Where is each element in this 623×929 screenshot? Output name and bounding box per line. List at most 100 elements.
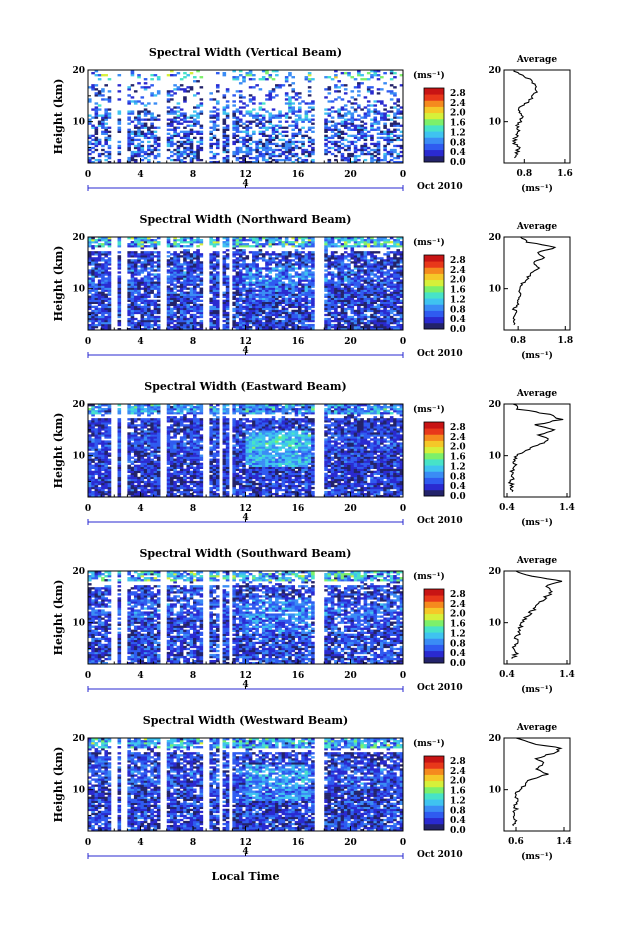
heatmap-cell (117, 277, 122, 280)
heatmap-cell (196, 154, 200, 158)
heatmap-cell (137, 76, 141, 79)
heatmap-cell (291, 263, 296, 266)
heatmap-cell (311, 239, 315, 242)
heatmap-cell (373, 259, 378, 262)
heatmap-cell (278, 120, 282, 123)
heatmap-cell (235, 122, 240, 125)
heatmap-cell (235, 291, 240, 294)
heatmap-cell (117, 285, 122, 288)
heatmap-cell (222, 259, 227, 262)
heatmap-cell (294, 281, 299, 284)
heatmap-cell (298, 110, 302, 113)
heatmap-cell (288, 311, 292, 315)
heatmap-cell (88, 241, 92, 244)
heatmap-cell (301, 299, 305, 302)
heatmap-cell (278, 116, 282, 119)
heatmap-cell (334, 140, 338, 144)
heatmap-cell (288, 116, 292, 119)
heatmap-cell (186, 136, 191, 140)
heatmap-cell (334, 132, 338, 135)
heatmap-cell (248, 70, 253, 73)
heatmap-cell (334, 124, 338, 127)
heatmap-cell (199, 289, 204, 292)
heatmap-cell (238, 70, 243, 73)
heatmap-cell (281, 142, 286, 146)
heatmap-cell (179, 283, 184, 286)
heatmap-cell (252, 132, 256, 135)
heatmap-cell (232, 136, 236, 140)
heatmap-cell (291, 110, 296, 113)
heatmap-cell (327, 259, 332, 262)
heatmap-cell (173, 112, 177, 115)
heatmap-cell (330, 100, 335, 103)
heatmap-cell (242, 96, 246, 99)
heatmap-cell (88, 464, 92, 467)
heatmap-cell (150, 273, 154, 276)
heatmap-cell (307, 293, 312, 296)
heatmap-cell (91, 480, 95, 484)
heatmap-cell (104, 74, 108, 77)
heatmap-cell (170, 128, 174, 131)
heatmap-cell (324, 126, 328, 129)
heatmap-cell (380, 243, 384, 246)
heatmap-cell (179, 287, 184, 290)
heatmap-cell (222, 241, 227, 244)
heatmap-cell (383, 267, 387, 270)
heatmap-cell (235, 261, 240, 264)
heatmap-cell (91, 281, 95, 284)
heatmap-cell (383, 146, 387, 150)
heatmap-cell (396, 249, 401, 252)
heatmap-cell (143, 327, 148, 331)
heatmap-cell (117, 321, 122, 325)
heatmap-cell (307, 110, 312, 113)
heatmap-cell (337, 140, 341, 144)
heatmap-cell (380, 295, 384, 298)
heatmap-cell (183, 88, 187, 91)
heatmap-cell (337, 146, 341, 150)
heatmap-cell (183, 120, 187, 123)
heatmap-cell (101, 124, 105, 127)
heatmap-cell (215, 241, 220, 244)
heatmap-cell (304, 311, 309, 315)
heatmap-cell (166, 98, 171, 101)
heatmap-cell (222, 283, 227, 286)
heatmap-cell (101, 257, 105, 260)
heatmap-cell (340, 313, 345, 317)
heatmap-cell (104, 108, 108, 111)
heatmap-cell (153, 287, 158, 290)
heatmap-cell (183, 315, 187, 319)
heatmap-cell (193, 303, 197, 307)
heatmap-cell (140, 158, 145, 162)
heatmap-cell (133, 130, 138, 133)
heatmap-cell (137, 134, 141, 138)
heatmap-cell (189, 307, 194, 311)
heatmap-cell (88, 243, 92, 246)
heatmap-cell (88, 434, 92, 437)
heatmap-cell (357, 72, 361, 75)
heatmap-cell (199, 313, 204, 317)
heatmap-cell (88, 440, 92, 443)
heatmap-cell (288, 269, 292, 272)
heatmap-cell (104, 277, 108, 280)
heatmap-cell (298, 237, 302, 240)
heatmap-cell (242, 321, 246, 325)
heatmap-cell (196, 239, 200, 242)
heatmap-cell (153, 74, 158, 77)
heatmap-cell (370, 90, 374, 93)
heatmap-cell (248, 150, 253, 154)
heatmap-cell (291, 317, 296, 321)
heatmap-cell (238, 291, 243, 294)
heatmap-cell (281, 134, 286, 138)
heatmap-cell (101, 309, 105, 313)
heatmap-cell (386, 293, 391, 296)
heatmap-cell (343, 321, 348, 325)
heatmap-cell (189, 120, 194, 123)
heatmap-cell (94, 484, 99, 488)
heatmap-cell (153, 245, 158, 248)
colorbar-swatch (424, 285, 444, 293)
heatmap-cell (225, 100, 230, 103)
heatmap-cell (137, 303, 141, 307)
heatmap-cell (183, 285, 187, 288)
heatmap-cell (101, 245, 105, 248)
heatmap-cell (281, 84, 286, 87)
